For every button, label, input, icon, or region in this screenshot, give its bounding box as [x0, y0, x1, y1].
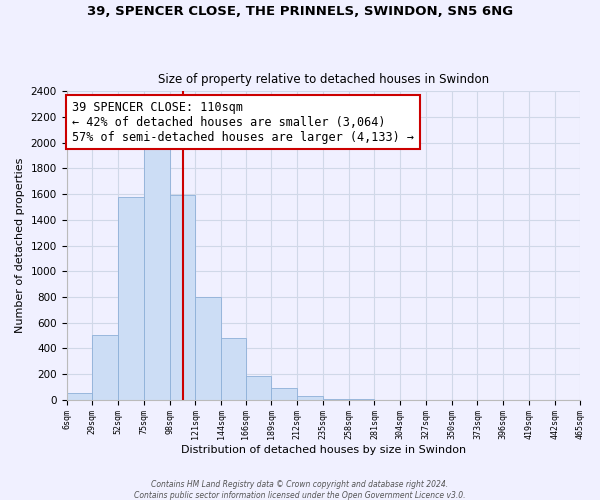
Y-axis label: Number of detached properties: Number of detached properties	[15, 158, 25, 333]
Bar	[297, 396, 323, 400]
Bar	[67, 392, 92, 400]
X-axis label: Distribution of detached houses by size in Swindon: Distribution of detached houses by size …	[181, 445, 466, 455]
Title: Size of property relative to detached houses in Swindon: Size of property relative to detached ho…	[158, 73, 489, 86]
Bar	[118, 198, 144, 400]
Bar	[221, 338, 245, 400]
Bar	[323, 399, 349, 400]
Text: Contains HM Land Registry data © Crown copyright and database right 2024.
Contai: Contains HM Land Registry data © Crown c…	[134, 480, 466, 500]
Bar	[144, 149, 170, 400]
Bar	[245, 376, 271, 400]
Text: 39, SPENCER CLOSE, THE PRINNELS, SWINDON, SN5 6NG: 39, SPENCER CLOSE, THE PRINNELS, SWINDON…	[87, 5, 513, 18]
Bar	[196, 297, 221, 400]
Bar	[92, 336, 118, 400]
Bar	[271, 388, 297, 400]
Text: 39 SPENCER CLOSE: 110sqm
← 42% of detached houses are smaller (3,064)
57% of sem: 39 SPENCER CLOSE: 110sqm ← 42% of detach…	[71, 100, 413, 144]
Bar	[170, 196, 196, 400]
